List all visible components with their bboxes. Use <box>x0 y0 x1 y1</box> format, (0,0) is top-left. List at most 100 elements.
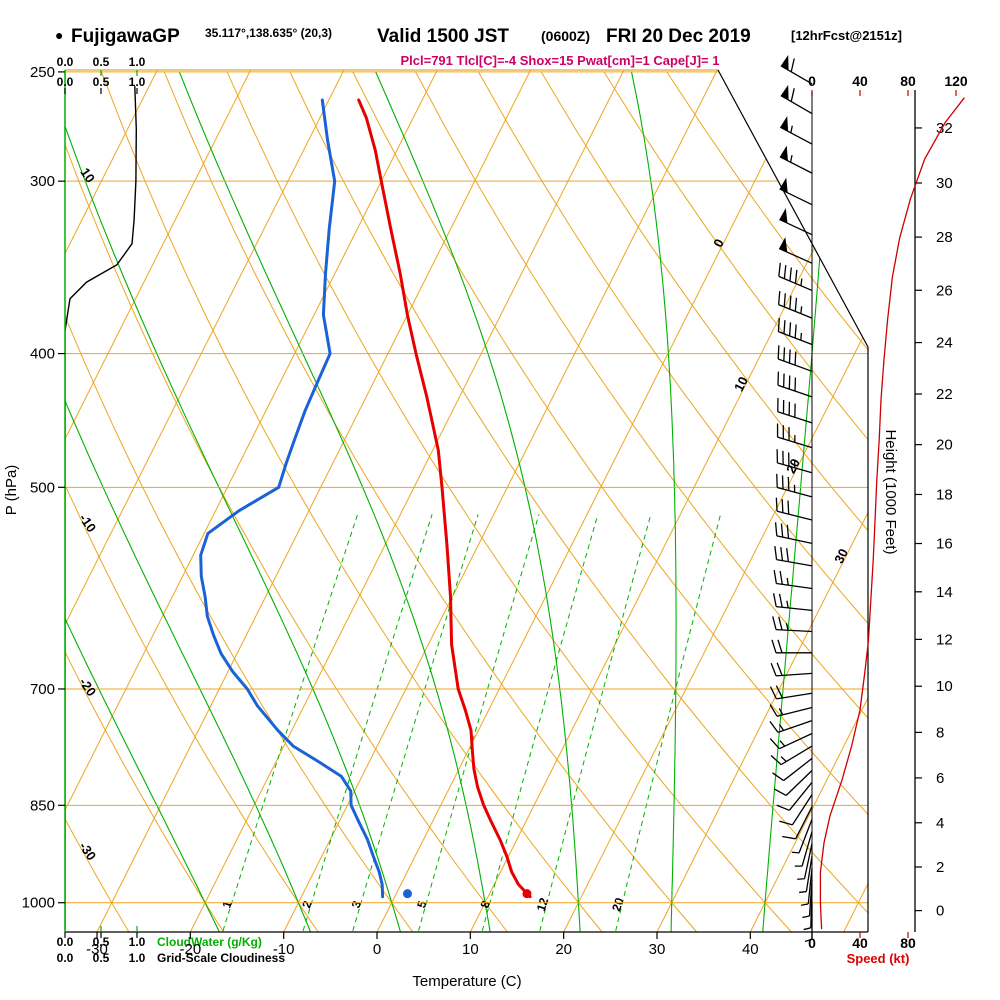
height-tick-label: 22 <box>936 386 953 403</box>
wind-barb <box>776 473 813 498</box>
header: ● FujigawaGP 35.117°,138.635° (20,3) Val… <box>55 26 902 68</box>
cloudiness-scale-top: 0.5 <box>93 75 110 89</box>
valid-time: Valid 1500 JST <box>377 26 509 47</box>
axis-titles: P (hPa) Temperature (C) Height (1000 Fee… <box>3 429 909 990</box>
height-tick-label: 6 <box>936 770 944 787</box>
speed-tick-label-bottom: 0 <box>808 935 816 951</box>
cloudiness-scale-bottom: 1.0 <box>129 951 146 965</box>
wind-barb <box>769 704 813 717</box>
pressure-tick-label: 250 <box>30 64 55 81</box>
isotherm-label: 20 <box>783 456 803 476</box>
dry-adiabat-label: -30 <box>76 839 99 863</box>
speed-axis-title: Speed (kt) <box>847 951 910 966</box>
wind-barb <box>780 55 813 85</box>
dry-adiabat-grid <box>65 71 868 932</box>
wind-barb <box>782 806 813 840</box>
wind-barb <box>772 616 813 633</box>
wind-barb <box>771 639 812 654</box>
wind-barb <box>775 497 813 521</box>
wind-barb <box>773 569 813 590</box>
cloudwater-scale-top: 1.0 <box>129 55 146 69</box>
speed-tick-label-bottom: 80 <box>900 935 916 951</box>
pressure-tick-label: 400 <box>30 346 55 363</box>
dry-adiabat-label: -20 <box>76 675 99 699</box>
wind-barb <box>776 449 813 474</box>
cloudiness-scale-top: 0.0 <box>57 75 74 89</box>
wind-barbs <box>769 55 813 942</box>
temperature-curve <box>357 98 532 899</box>
speed-tick-label-top: 0 <box>808 73 816 89</box>
dry-adiabat-label: -10 <box>76 511 99 535</box>
temperature-tick-label: 30 <box>649 941 666 958</box>
wind-barb <box>779 794 813 826</box>
speed-tick-label-top: 80 <box>900 73 916 89</box>
cloudwater-scale-bottom: 1.0 <box>129 935 146 949</box>
wind-barb <box>778 262 813 292</box>
plot-border <box>64 69 869 933</box>
temperature-tick-label: 20 <box>555 941 572 958</box>
wind-barb <box>777 345 813 372</box>
wind-barb <box>779 208 813 236</box>
cloudwater-scale-top: 0.5 <box>93 55 110 69</box>
isotherm-label: 30 <box>831 546 851 566</box>
height-tick-label: 28 <box>936 229 953 246</box>
wind-barb <box>769 720 813 733</box>
moist-adiabat-grid <box>65 71 834 932</box>
speed-tick-label-top: 40 <box>852 73 868 89</box>
dewpoint-curve <box>199 98 385 899</box>
mixing-ratio-label: 1 <box>219 899 234 910</box>
height-axis-title: Height (1000 Feet) <box>882 429 899 554</box>
cloudiness-scale-top: 1.0 <box>129 75 146 89</box>
pressure-tick-label: 500 <box>30 479 55 496</box>
temperature-tick-label: -20 <box>179 941 201 958</box>
height-tick-label: 14 <box>936 584 953 601</box>
wind-barb <box>780 84 813 115</box>
pressure-axis: 250 300 400 500 700 850 1000 <box>22 64 65 912</box>
cloudiness-profile-line <box>65 86 138 930</box>
mixing-ratio-label: 12 <box>534 896 552 913</box>
pressure-axis-title: P (hPa) <box>3 465 20 516</box>
isotherm-label: 10 <box>731 374 751 394</box>
height-tick-label: 18 <box>936 486 953 503</box>
wind-barb <box>799 855 813 894</box>
pressure-tick-label: 300 <box>30 173 55 190</box>
station-coords: 35.117°,138.635° (20,3) <box>205 26 332 40</box>
wind-barb <box>770 662 813 677</box>
wind-barb <box>772 757 813 782</box>
wind-barb <box>778 237 813 264</box>
height-tick-label: 24 <box>936 335 953 352</box>
wind-barb <box>777 398 813 424</box>
height-tick-label: 30 <box>936 175 953 192</box>
wind-barb <box>774 522 813 544</box>
cloudiness-scale-bottom: 0.0 <box>57 951 74 965</box>
sounding-parameters: Plcl=791 Tlcl[C]=-4 Shox=15 Pwat[cm]=1 C… <box>400 53 719 68</box>
wind-barb <box>777 291 813 319</box>
station-name: FujigawaGP <box>71 26 180 47</box>
isotherm-label: 0 <box>710 236 727 249</box>
height-tick-label: 26 <box>936 282 953 299</box>
grid-labels: 0 10 20 30 -10 -20 -30 10 <box>76 165 851 863</box>
surface-dewpoint-dot <box>402 889 412 899</box>
sounding-profiles <box>199 98 532 899</box>
wind-barb <box>769 685 813 700</box>
wind-barb <box>779 177 813 206</box>
forecast-tag: [12hrFcst@2151z] <box>791 28 902 43</box>
temperature-tick-label: -30 <box>86 941 108 958</box>
wind-barb <box>772 593 813 612</box>
pressure-tick-label: 700 <box>30 681 55 698</box>
wind-barb <box>776 781 813 811</box>
station-marker-icon: ● <box>55 27 63 43</box>
wind-barb <box>769 732 813 750</box>
temperature-axis: -30 -20 -10 0 10 20 30 40 <box>86 932 759 958</box>
mixing-ratio-label: 3 <box>349 899 364 910</box>
wind-barb <box>791 819 813 854</box>
mixing-ratio-label: 8 <box>478 899 493 910</box>
height-tick-label: 8 <box>936 724 944 741</box>
cloudiness-curve <box>65 86 138 930</box>
wind-speed-profile-line <box>819 97 965 930</box>
height-tick-label: 4 <box>936 815 944 832</box>
